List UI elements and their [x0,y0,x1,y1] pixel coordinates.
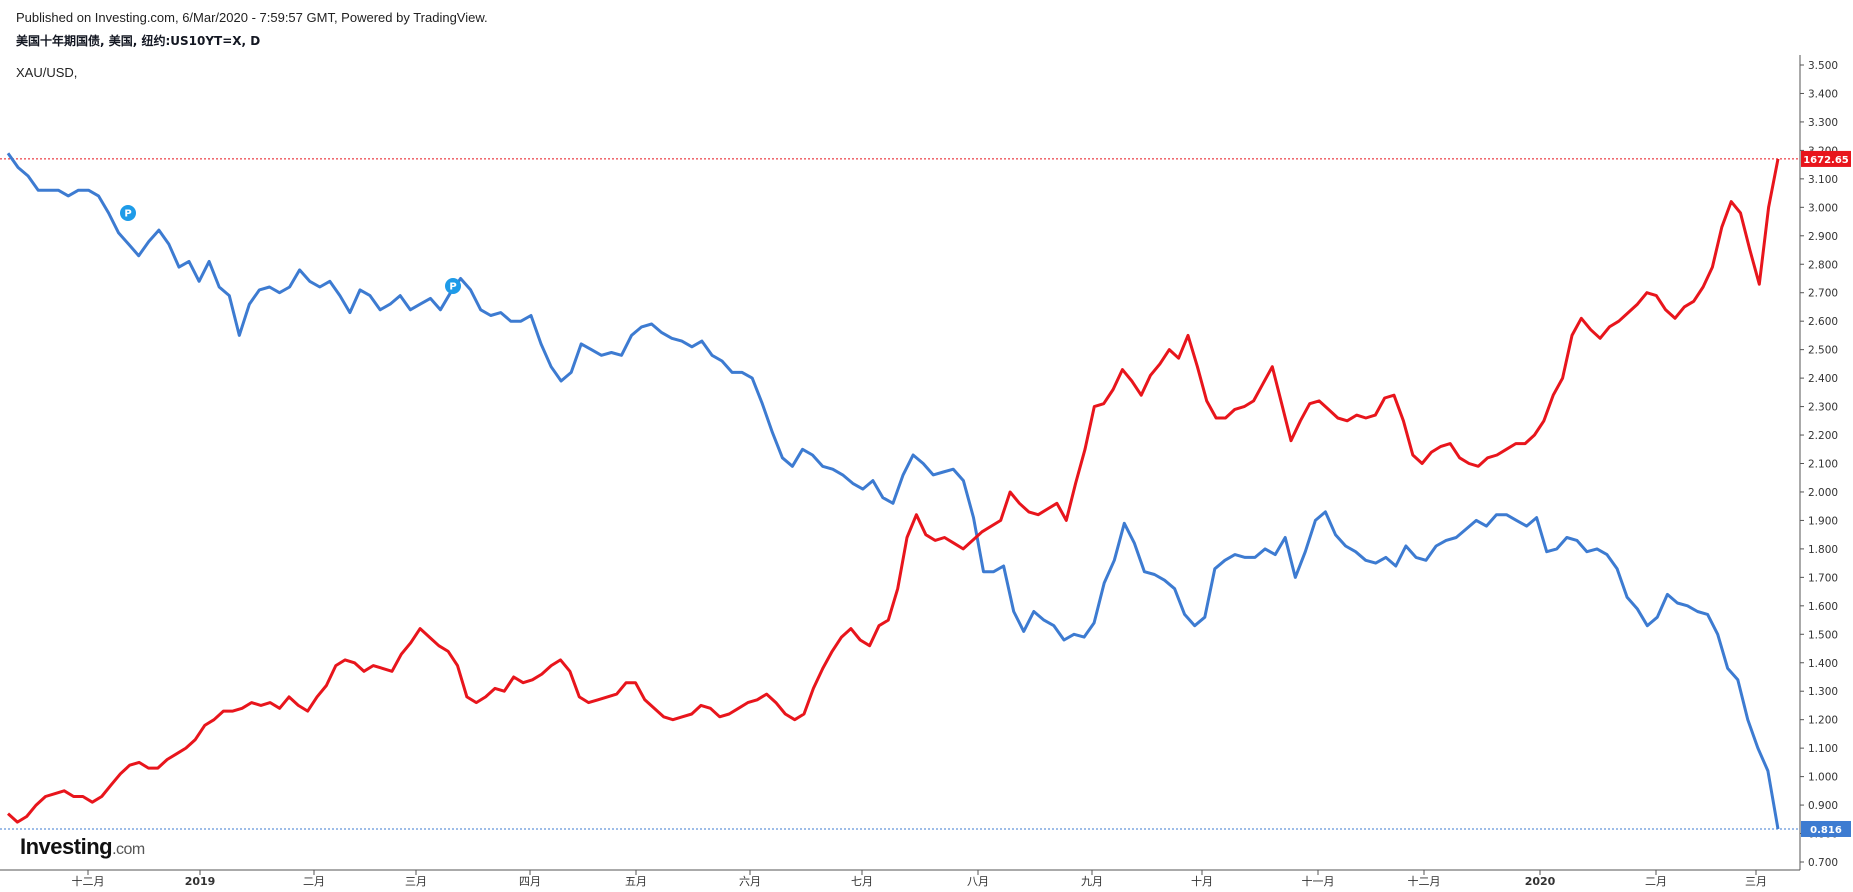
x-tick-label: 十一月 [1302,874,1335,888]
y-tick-label: 3.500 [1808,60,1838,72]
y-tick-label: 2.400 [1808,373,1838,385]
x-tick-label: 八月 [967,875,989,888]
y-tick-label: 2.600 [1808,316,1838,328]
gold-last-price-label-bg [1801,150,1851,167]
y-axis-ticks: 3.5003.4003.3003.2003.1003.0002.9002.800… [1800,60,1838,869]
investing-logo: Investing.com [20,834,145,859]
annotation-markers[interactable]: PP [120,205,461,294]
x-tick-label: 二月 [303,875,325,888]
y-tick-label: 0.700 [1808,857,1838,869]
x-tick-label: 三月 [1745,875,1767,888]
y-tick-label: 2.000 [1808,487,1838,499]
y-tick-label: 0.900 [1808,800,1838,812]
x-tick-label: 2019 [185,875,216,888]
overlay-symbol: XAU/USD, [16,65,78,80]
y-tick-label: 3.100 [1808,174,1838,186]
x-axis-ticks: 十二月 2019 二月 三月 四月 五月 六月 七月 八月 九月 十月 十一月 十二月 2020 二月 三月 [72,870,1767,888]
y-tick-label: 1.900 [1808,515,1838,527]
series-us10y-line [6,152,1780,830]
x-tick-label: 六月 [739,875,761,888]
y-tick-label: 1.100 [1808,743,1838,755]
y-tick-label: 2.800 [1808,259,1838,271]
symbol-title: 美国十年期国债, 美国, 纽约:US10YT=X, D [16,34,261,48]
y-tick-label: 2.100 [1808,459,1838,471]
marker-p-icon[interactable] [120,205,136,221]
y-tick-label: 2.700 [1808,288,1838,300]
x-tick-label: 十月 [1191,874,1213,888]
y-tick-label: 2.300 [1808,402,1838,414]
marker-p-icon[interactable] [445,278,461,294]
y-tick-label: 1.800 [1808,544,1838,556]
x-tick-label: 2020 [1525,875,1556,888]
x-tick-label: 十二月 [1408,874,1441,888]
y-tick-label: 1.400 [1808,658,1838,670]
series-lines [6,152,1780,830]
y-tick-label: 1.700 [1808,572,1838,584]
y-tick-label: 2.900 [1808,231,1838,243]
marker-p-label: P [124,209,131,220]
us10y-last-price-label: 0.816 [1810,825,1842,836]
y-tick-label: 1.300 [1808,686,1838,698]
last-price-labels: 1672.65 0.816 [1801,150,1851,837]
y-tick-label: 3.400 [1808,88,1838,100]
y-tick-label: 1.500 [1808,629,1838,641]
y-tick-label: 1.000 [1808,772,1838,784]
y-tick-label: 3.300 [1808,117,1838,129]
gold-last-price-label: 1672.65 [1803,155,1849,166]
y-tick-label: 2.200 [1808,430,1838,442]
x-tick-label: 五月 [625,875,647,888]
x-tick-label: 二月 [1645,875,1667,888]
x-tick-label: 九月 [1081,875,1103,888]
x-tick-label: 七月 [851,875,873,888]
last-price-lines [0,158,1800,830]
us10y-last-price-label-bg [1801,820,1851,837]
y-tick-label: 2.500 [1808,345,1838,357]
marker-p-label: P [449,282,456,293]
x-tick-label: 十二月 [72,874,105,888]
x-tick-label: 三月 [405,875,427,888]
x-tick-label: 四月 [519,875,541,888]
publish-info: Published on Investing.com, 6/Mar/2020 -… [16,10,488,25]
y-tick-label: 3.000 [1808,202,1838,214]
series-gold-line [6,158,1780,824]
y-tick-label: 1.600 [1808,601,1838,613]
y-tick-label: 1.200 [1808,715,1838,727]
